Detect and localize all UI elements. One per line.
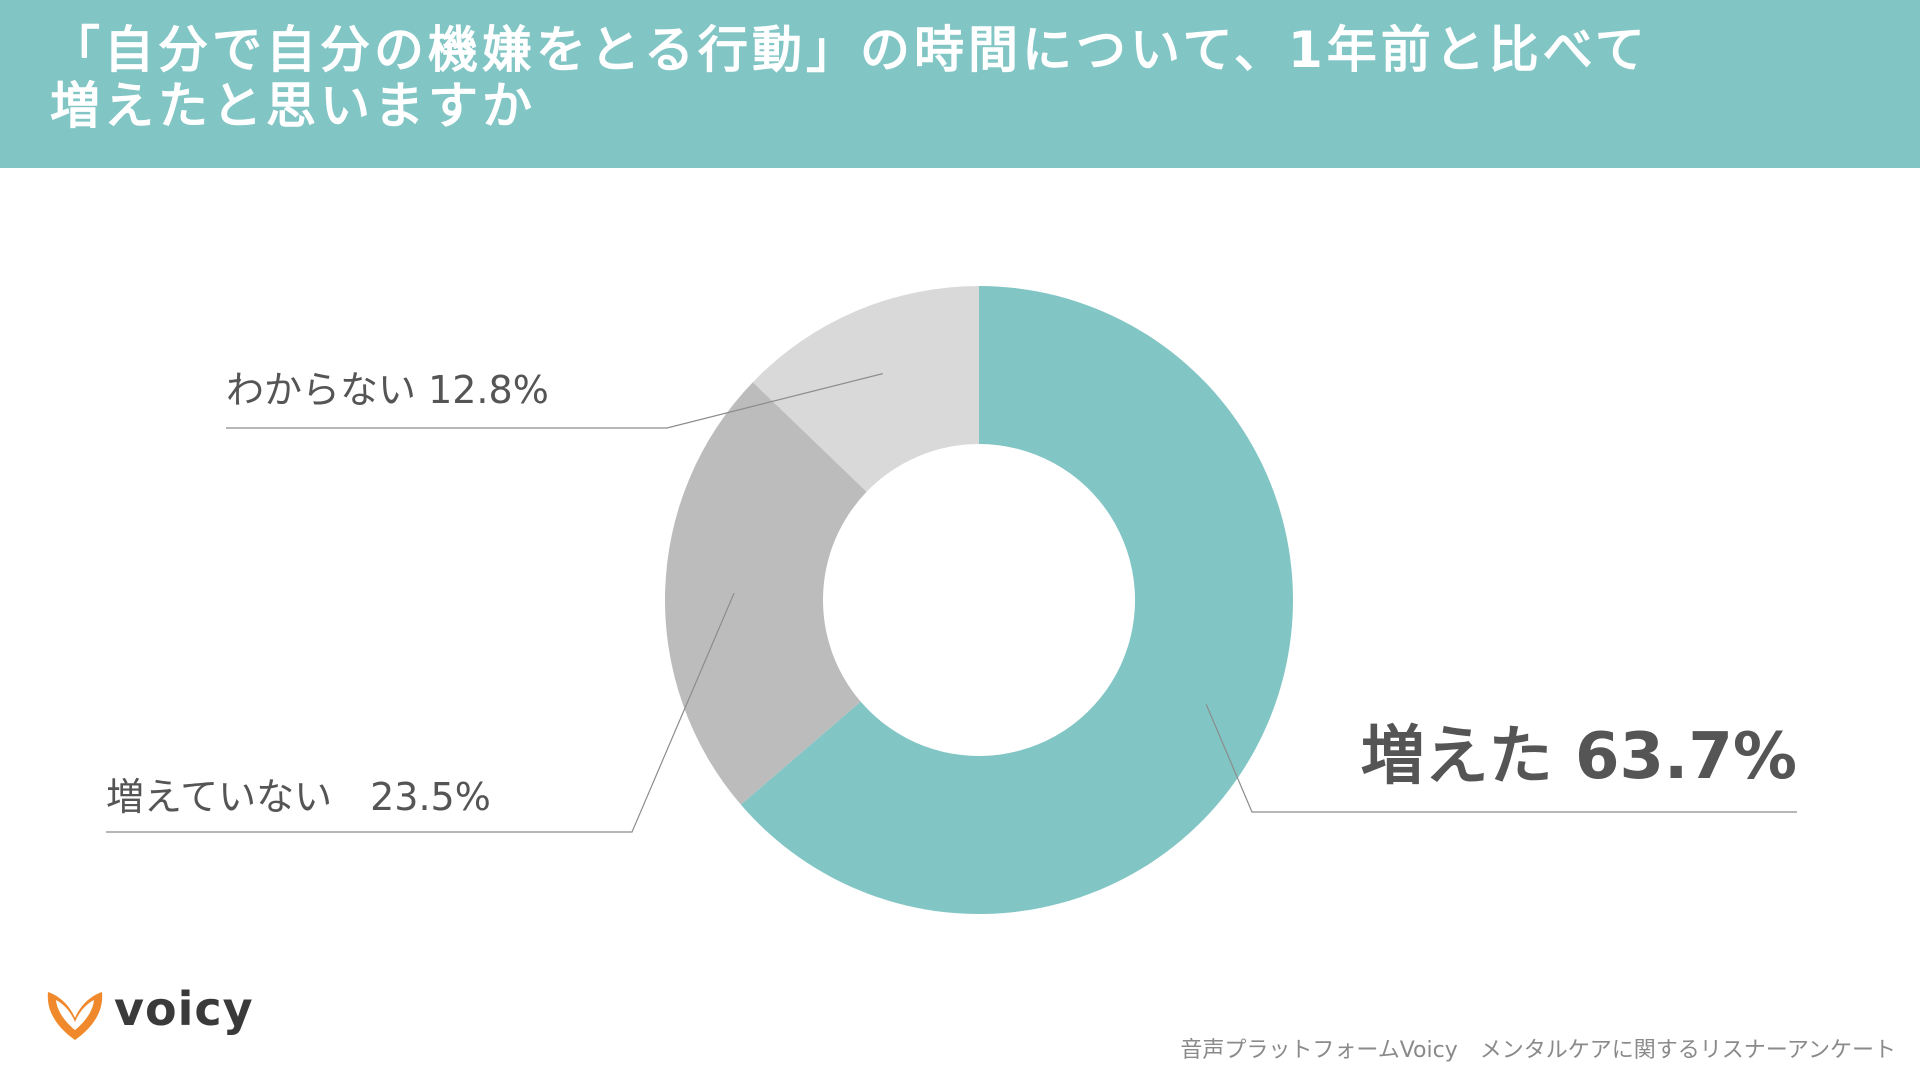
logo-wordmark: voicy [114, 982, 254, 1036]
slice-label-2: わからない 12.8% [226, 368, 549, 412]
page-title: 「自分で自分の機嫌をとる行動」の時間について、1年前と比べて 増えたと思いますか [50, 22, 1890, 134]
title-line-1: 「自分で自分の機嫌をとる行動」の時間について、1年前と比べて [50, 21, 1649, 79]
source-note: 音声プラットフォームVoicy メンタルケアに関するリスナーアンケート [1180, 1038, 1896, 1063]
voicy-leaf-icon [47, 992, 103, 1040]
title-banner: 「自分で自分の機嫌をとる行動」の時間について、1年前と比べて 増えたと思いますか [0, 0, 1920, 168]
donut-slice-1 [665, 382, 867, 805]
donut-slice-0 [740, 286, 1294, 915]
slice-label-0: 増えた 63.7% [1361, 720, 1797, 794]
title-line-2: 増えたと思いますか [50, 77, 536, 135]
voicy-logo: voicy [40, 978, 260, 1048]
slice-label-1: 増えていない 23.5% [106, 775, 491, 819]
leader-line-1 [106, 592, 735, 833]
donut-slice-2 [752, 286, 979, 492]
leader-line-2 [226, 373, 883, 429]
leader-line-0 [1205, 704, 1797, 813]
